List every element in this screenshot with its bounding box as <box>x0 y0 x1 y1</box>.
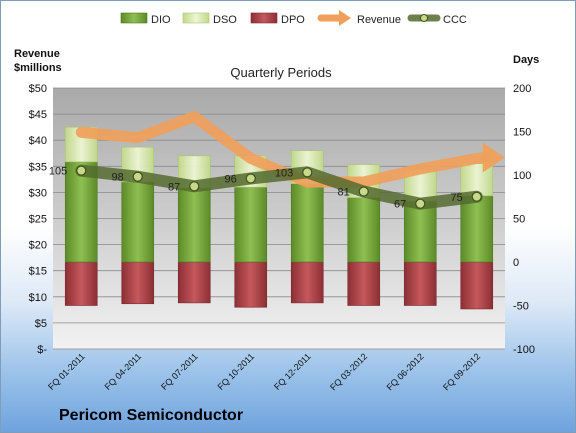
legend-label: DPO <box>281 14 305 26</box>
legend-arrowhead <box>339 10 351 26</box>
legend-label: DIO <box>151 14 171 26</box>
ccc-data-label: 105 <box>49 166 67 178</box>
dio-bar <box>403 200 437 263</box>
right-tick-label: -50 <box>513 301 529 313</box>
ccc-data-label: 96 <box>225 173 237 185</box>
left-tick-label: $10 <box>29 292 47 304</box>
company-name: Pericom Semiconductor <box>59 407 243 424</box>
x-tick-label: FQ 01-2011 <box>46 351 87 392</box>
ccc-point <box>245 173 256 184</box>
legend-label: Revenue <box>357 14 401 26</box>
ccc-data-label: 98 <box>112 172 124 184</box>
dpo-bar <box>403 261 437 306</box>
left-axis: $- $5 $10 $15 $20 $25 $30 $35 $40 $45 $50 <box>29 83 48 356</box>
left-tick-label: $5 <box>35 318 47 330</box>
dpo-bar <box>347 261 381 306</box>
left-axis-title-line-1: Revenue <box>14 48 60 60</box>
legend-item: Revenue <box>317 10 401 26</box>
ccc-point <box>358 186 369 197</box>
ccc-line <box>75 164 483 210</box>
right-tick-label: 50 <box>513 214 525 226</box>
legend-label: DSO <box>213 14 237 26</box>
revenue-line <box>75 111 491 188</box>
dpo-bar <box>460 261 494 310</box>
dio-bar <box>460 195 494 263</box>
ccc-data-label: 103 <box>275 167 293 179</box>
dio-bar <box>347 197 381 263</box>
right-axis: -100 -50 0 50 100 150 200 <box>513 83 535 356</box>
x-tick-label: FQ 04-2011 <box>103 351 144 392</box>
left-tick-label: $20 <box>29 240 47 252</box>
left-tick-label: $50 <box>29 83 47 95</box>
left-tick-label: $15 <box>29 266 47 278</box>
left-tick-label: $25 <box>29 214 47 226</box>
ccc-point <box>76 165 87 176</box>
dio-bar <box>177 187 211 263</box>
ccc-data-label: 75 <box>451 192 463 204</box>
legend-label: CCC <box>443 14 467 26</box>
ccc-point <box>132 171 143 182</box>
x-tick-label: FQ 06-2012 <box>385 351 426 392</box>
left-axis-title-line-2: $millions <box>14 62 62 74</box>
legend-swatch <box>182 12 210 24</box>
ccc-data-label: 67 <box>394 199 406 211</box>
x-axis: FQ 01-2011 FQ 04-2011 FQ 07-2011 FQ 10-2011… <box>46 351 482 392</box>
ccc-point <box>415 198 426 209</box>
left-axis-title: Revenue $millions <box>14 48 63 74</box>
revenue-arrowhead <box>482 142 505 173</box>
right-tick-label: 0 <box>513 257 519 269</box>
dpo-bar <box>177 261 211 304</box>
ccc-data-label: 81 <box>338 187 350 199</box>
right-tick-label: -100 <box>513 344 535 356</box>
legend-swatch <box>250 12 278 24</box>
left-tick-label: $30 <box>29 187 47 199</box>
dio-bar <box>64 161 98 263</box>
ccc-data-label: 87 <box>168 181 180 193</box>
x-tick-label: FQ 12-2011 <box>272 351 313 392</box>
bars <box>64 126 494 310</box>
x-tick-label: FQ 07-2011 <box>159 351 200 392</box>
x-tick-label: FQ 10-2011 <box>216 351 257 392</box>
right-tick-label: 100 <box>513 170 531 182</box>
x-tick-label: FQ 03-2012 <box>328 351 369 392</box>
legend-item: DIO <box>120 12 171 26</box>
revenue-series <box>75 111 505 188</box>
x-tick-label: FQ 09-2012 <box>441 351 482 392</box>
dpo-bar <box>234 261 268 308</box>
legend-item: DSO <box>182 12 237 26</box>
ccc-series: 105 98 87 96 103 81 67 75 <box>49 164 483 211</box>
dio-bar <box>290 183 324 263</box>
left-tick-label: $35 <box>29 161 47 173</box>
dio-bar <box>234 186 268 263</box>
legend-swatch <box>120 12 148 24</box>
left-tick-label: $45 <box>29 109 47 121</box>
dpo-bar <box>64 261 98 306</box>
legend-item: CCC <box>407 14 467 26</box>
ccc-point <box>471 191 482 202</box>
left-tick-label: $40 <box>29 135 47 147</box>
dio-bar <box>121 181 155 263</box>
left-tick-label: $- <box>37 344 47 356</box>
legend: DIO DSO DPO Revenue CCC <box>120 10 467 26</box>
dpo-bar <box>121 261 155 305</box>
legend-marker <box>420 14 428 22</box>
plot-title: Quarterly Periods <box>230 65 332 80</box>
right-axis-title: Days <box>513 54 539 66</box>
ccc-point <box>189 181 200 192</box>
ccc-point <box>302 167 313 178</box>
right-tick-label: 150 <box>513 127 531 139</box>
legend-item: DPO <box>250 12 305 26</box>
right-tick-label: 200 <box>513 83 531 95</box>
dpo-bar <box>290 261 324 304</box>
